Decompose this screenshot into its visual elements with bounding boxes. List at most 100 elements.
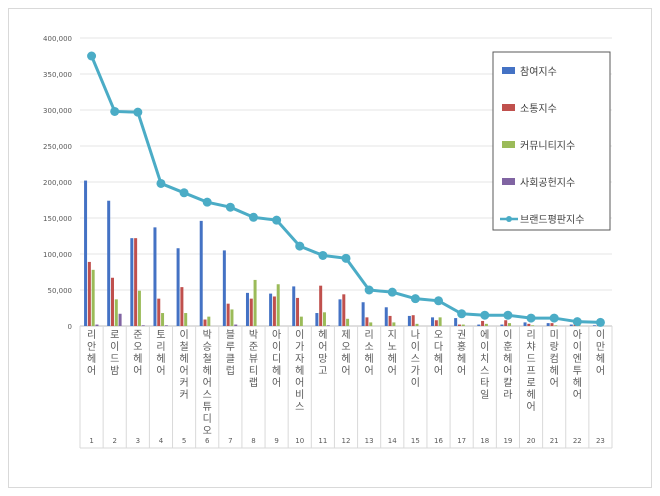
rank-label: 10: [295, 437, 304, 445]
bar-참여지수: [500, 324, 504, 326]
y-tick-label: 400,000: [43, 35, 72, 43]
bar-참여지수: [592, 325, 596, 326]
bar-커뮤니티지수: [438, 317, 442, 326]
bar-커뮤니티지수: [276, 284, 280, 326]
bar-소통지수: [388, 315, 392, 326]
bar-소통지수: [365, 317, 369, 326]
rank-label: 15: [411, 437, 420, 445]
bar-참여지수: [523, 322, 527, 326]
bar-소통지수: [504, 320, 508, 326]
y-tick-label: 100,000: [43, 251, 72, 259]
rank-label: 11: [318, 437, 327, 445]
bar-커뮤니티지수: [230, 309, 234, 326]
bar-커뮤니티지수: [554, 325, 558, 326]
bar-사회공헌지수: [164, 325, 168, 326]
line-point: [434, 296, 444, 306]
bar-참여지수: [338, 299, 342, 326]
line-point: [595, 317, 605, 327]
bar-참여지수: [546, 323, 550, 326]
bar-참여지수: [407, 315, 411, 326]
bar-커뮤니티지수: [369, 322, 373, 326]
bar-소통지수: [481, 320, 485, 326]
rank-label: 1: [89, 437, 93, 445]
legend-label: 소통지수: [520, 103, 557, 115]
bar-소통지수: [249, 298, 253, 326]
legend-label: 커뮤니티지수: [520, 140, 575, 152]
rank-label: 18: [480, 437, 489, 445]
rank-label: 17: [457, 437, 466, 445]
rank-label: 13: [365, 437, 374, 445]
rank-label: 14: [388, 437, 397, 445]
line-point: [387, 287, 397, 297]
bar-참여지수: [361, 302, 365, 326]
bar-커뮤니티지수: [299, 316, 303, 326]
line-point: [295, 241, 305, 251]
rank-label: 8: [251, 437, 255, 445]
legend-swatch: [502, 104, 515, 111]
legend-label: 브랜드평판지수: [520, 214, 584, 226]
legend-swatch: [502, 67, 515, 74]
bar-소통지수: [110, 277, 114, 326]
bar-소통지수: [527, 323, 531, 326]
bar-커뮤니티지수: [415, 323, 419, 326]
bar-커뮤니티지수: [461, 324, 465, 326]
line-point: [526, 313, 536, 323]
bar-참여지수: [431, 317, 435, 326]
bar-소통지수: [157, 298, 161, 326]
bar-참여지수: [84, 180, 88, 326]
legend-label: 참여지수: [520, 66, 557, 78]
bar-소통지수: [87, 261, 91, 326]
bar-커뮤니티지수: [184, 313, 188, 326]
line-point: [457, 309, 467, 319]
bar-참여지수: [477, 324, 481, 326]
line-point: [364, 285, 374, 295]
line-point: [248, 212, 258, 222]
bar-참여지수: [222, 250, 226, 326]
rank-label: 23: [596, 437, 605, 445]
bar-참여지수: [176, 248, 180, 326]
bar-참여지수: [384, 307, 388, 326]
bar-소통지수: [272, 296, 276, 326]
bar-소통지수: [411, 315, 415, 326]
bar-커뮤니티지수: [508, 323, 512, 326]
bar-커뮤니티지수: [484, 323, 488, 326]
bar-커뮤니티지수: [91, 269, 95, 326]
bar-참여지수: [199, 220, 203, 326]
bar-사회공헌지수: [118, 313, 122, 326]
bar-참여지수: [245, 292, 249, 326]
bar-커뮤니티지수: [137, 290, 141, 326]
bar-소통지수: [319, 285, 323, 326]
bar-소통지수: [457, 324, 461, 326]
rank-label: 2: [112, 437, 116, 445]
rank-label: 16: [434, 437, 443, 445]
rank-label: 4: [159, 437, 164, 445]
bar-소통지수: [180, 287, 184, 326]
y-tick-label: 0: [68, 323, 72, 331]
line-point: [341, 253, 351, 263]
bar-사회공헌지수: [326, 325, 330, 326]
line-point: [179, 188, 189, 198]
bar-소통지수: [296, 297, 300, 326]
y-tick-label: 150,000: [43, 215, 72, 223]
rank-label: 20: [527, 437, 536, 445]
bar-참여지수: [292, 286, 296, 326]
bar-참여지수: [153, 227, 157, 326]
bar-소통지수: [226, 303, 230, 326]
rank-label: 12: [342, 437, 351, 445]
line-point: [549, 313, 559, 323]
